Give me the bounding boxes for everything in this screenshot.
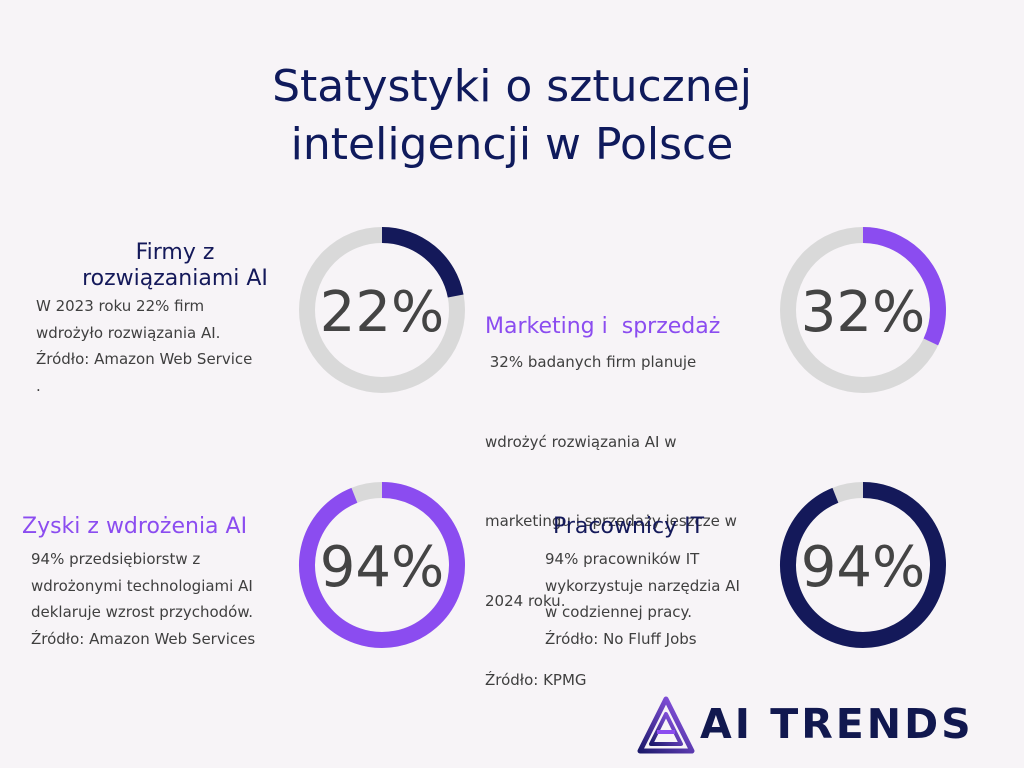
stat-1-description: W 2023 roku 22% firm wdrożyło rozwiązani… <box>36 293 252 399</box>
stat-2-value: 32% <box>801 280 925 345</box>
stat-3-line-3: deklaruje wzrost przychodów. <box>31 603 253 621</box>
ai-trends-logo: AI TRENDS <box>637 694 1007 756</box>
stat-3-line-4: Źródło: Amazon Web Services <box>31 629 256 648</box>
stat-1-line-1: W 2023 roku 22% firm <box>36 297 205 315</box>
stat-2-line-5: Źródło: KPMG <box>485 671 587 689</box>
stat-3-donut-chart: 94% <box>299 482 465 648</box>
stat-4-donut-arc <box>780 482 946 648</box>
stat-1-line-3: Źródło: Amazon Web Service <box>36 350 253 368</box>
stat-3-line-2: wdrożonymi technologiami AI <box>31 576 253 595</box>
stat-4-line-1: 94% pracowników IT <box>545 550 700 568</box>
stat-2-line-2: wdrożyć rozwiązania AI w <box>485 432 677 451</box>
title-line-1: Statystyki o sztucznej <box>272 61 752 112</box>
stat-2-heading: Marketing i sprzedaż <box>485 262 785 366</box>
stat-3-value: 94% <box>320 535 444 600</box>
stat-1-line-2: wdrożyło rozwiązania AI. <box>36 323 221 342</box>
stat-3-heading-line-1: Zyski z wdrożenia AI <box>22 514 248 539</box>
stat-3-line-1: 94% przedsiębiorstw z <box>31 550 201 568</box>
stat-2-line-3: marketingu i sprzedaży jeszcze w <box>485 512 737 530</box>
stat-4-donut-chart: 94% <box>780 482 946 648</box>
stat-3-heading: Zyski z wdrożenia AI <box>22 514 302 540</box>
stat-4-heading-line-1: Pracownicy IT <box>553 514 705 539</box>
stat-3-description: 94% przedsiębiorstw z wdrożonymi technol… <box>31 546 255 652</box>
stat-4-heading: Pracownicy IT <box>553 514 773 540</box>
stat-2-heading-line-1: Marketing i sprzedaż <box>485 314 721 339</box>
stat-1-value: 22% <box>320 280 444 345</box>
logo-text: AI TRENDS <box>700 700 974 748</box>
stat-4-value: 94% <box>801 535 925 600</box>
stat-4-line-4: Źródło: No Fluff Jobs <box>545 629 697 648</box>
stat-3-donut-arc <box>299 482 465 648</box>
stat-1-heading: Firmy z rozwiązaniami AI <box>40 240 310 292</box>
stat-4-description: 94% pracowników IT wykorzystuje narzędzi… <box>545 546 740 652</box>
stat-2-line-1: 32% badanych firm planuje <box>485 353 697 371</box>
stat-1-donut-chart: 22% <box>299 227 465 393</box>
stat-1-heading-line-1: Firmy z <box>135 240 215 265</box>
stat-1-line-4: . <box>36 376 41 395</box>
stat-2-description: 32% badanych firm planuje wdrożyć rozwią… <box>485 296 737 720</box>
title-line-2: inteligencji w Polsce <box>290 119 734 170</box>
page-title: Statystyki o sztucznej inteligencji w Po… <box>0 58 1024 174</box>
stat-2-donut-chart: 32% <box>780 227 946 393</box>
stat-2-line-4: 2024 roku. <box>485 591 566 610</box>
ai-trends-logo-icon <box>637 696 695 754</box>
stat-1-heading-line-2: rozwiązaniami AI <box>82 266 268 291</box>
stat-1-donut-arc <box>381 227 464 298</box>
stat-4-line-2: wykorzystuje narzędzia AI <box>545 576 740 595</box>
stat-2-donut-arc <box>862 227 946 346</box>
stat-4-line-3: w codziennej pracy. <box>545 603 693 621</box>
